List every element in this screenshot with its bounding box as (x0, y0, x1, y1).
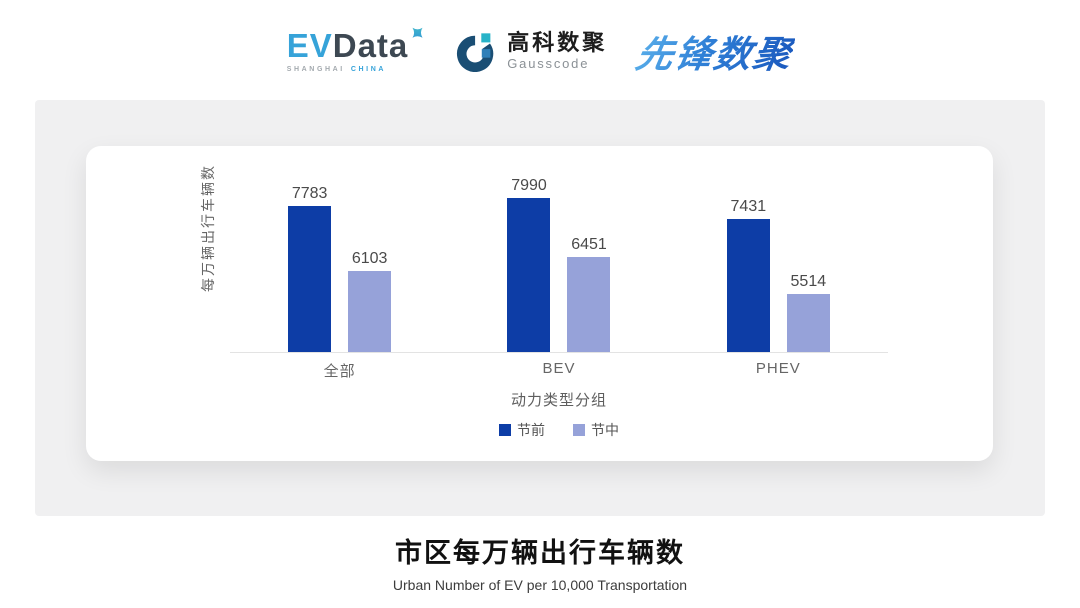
value-label: 7990 (511, 177, 547, 194)
legend-item-pre-festival: 节前 (499, 420, 545, 440)
legend-label-mid-festival: 节中 (591, 422, 619, 438)
gausscode-cn-text: 高科数聚 (507, 29, 608, 55)
gausscode-text: 高科数聚 Gausscode (507, 29, 608, 72)
chart-panel: 每万辆出行车辆数 7783 6103 7990 6451 7431 5514 全部 BEV… (35, 100, 1045, 516)
legend-label-pre-festival: 节前 (517, 422, 545, 438)
chart-caption: 市区每万辆出行车辆数 Urban Number of EV per 10,000… (0, 531, 1080, 593)
bar-group-BEV: 7990 6451 (449, 178, 668, 352)
pioneer-text: 先锋数聚 (633, 24, 799, 78)
bar-节前-PHEV (726, 219, 770, 352)
bar-节中-全部 (348, 271, 392, 352)
evdata-tagline-city: SHANGHAI (286, 66, 345, 73)
y-axis-title: 每万辆出行车辆数 (200, 164, 216, 292)
evdata-data-text: Data (332, 27, 409, 64)
value-label: 5514 (790, 273, 827, 290)
bar-with-label: 7431 (726, 198, 770, 352)
x-axis-title: 动力类型分组 (510, 392, 607, 409)
evdata-sparkle-icon (412, 27, 423, 38)
x-axis-line (230, 352, 888, 353)
header-logos: EV Data SHANGHAI CHINA (0, 12, 1080, 90)
evdata-wordmark: EV Data (286, 27, 427, 64)
value-label: 6451 (571, 236, 607, 253)
caption-title: 市区每万辆出行车辆数 (395, 538, 685, 568)
chart-card: 每万辆出行车辆数 7783 6103 7990 6451 7431 5514 全部 BEV… (86, 146, 993, 461)
category-label-phev: PHEV (755, 360, 801, 377)
bar-with-label: 6451 (567, 236, 611, 352)
x-axis-categories: 全部 BEV PHEV (230, 360, 888, 381)
pioneer-logo: 先锋数聚 (633, 24, 796, 78)
evdata-tagline-country: CHINA (350, 66, 387, 73)
legend-item-mid-festival: 节中 (573, 420, 619, 440)
bar-with-label: 7783 (288, 185, 332, 352)
legend: 节前 节中 (230, 420, 888, 440)
bar-节中-PHEV (786, 294, 830, 352)
legend-swatch-pre-festival (499, 424, 511, 436)
bar-with-label: 5514 (786, 273, 830, 352)
bar-group-全部: 7783 6103 (230, 182, 449, 352)
caption-subtitle: Urban Number of EV per 10,000 Transporta… (392, 577, 688, 593)
evdata-ev-text: EV (286, 27, 333, 64)
bar-节前-全部 (288, 206, 332, 352)
evdata-logo: EV Data SHANGHAI CHINA (286, 27, 427, 73)
category-label-bev: BEV (542, 360, 576, 377)
bar-节中-BEV (567, 257, 611, 352)
gausscode-logo: 高科数聚 Gausscode (456, 30, 607, 72)
bar-节前-BEV (507, 198, 551, 352)
plot-area: 7783 6103 7990 6451 7431 5514 (230, 178, 888, 352)
value-label: 7431 (730, 198, 767, 215)
bar-with-label: 6103 (348, 250, 392, 352)
gausscode-g-icon (457, 33, 494, 72)
bar-with-label: 7990 (507, 177, 551, 352)
bar-group-PHEV: 7431 5514 (669, 182, 888, 352)
value-label: 7783 (291, 185, 328, 202)
value-label: 6103 (351, 250, 388, 267)
evdata-tagline: SHANGHAI CHINA (287, 66, 386, 73)
gausscode-en-text: Gausscode (507, 56, 590, 72)
legend-swatch-mid-festival (573, 424, 585, 436)
category-label-all: 全部 (323, 363, 356, 380)
